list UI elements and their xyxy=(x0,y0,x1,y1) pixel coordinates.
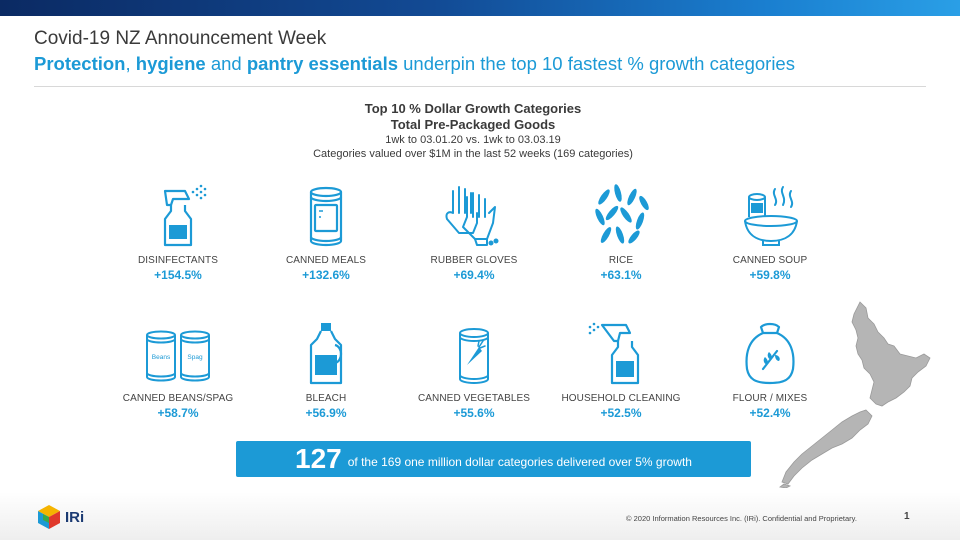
new-zealand-map-icon xyxy=(779,301,931,488)
copyright-text: © 2020 Information Resources Inc. (IRi).… xyxy=(626,514,857,523)
subtitle-rest: underpin the top 10 fastest % growth cat… xyxy=(398,53,795,74)
iri-logo-text: IRi xyxy=(65,508,85,526)
category-value: +55.6% xyxy=(453,406,495,420)
flour-sack-icon xyxy=(745,322,795,385)
category-label: CANNED SOUP xyxy=(732,255,808,266)
category-label: CANNED MEALS xyxy=(285,255,367,266)
chart-heading-line3: 1wk to 03.01.20 vs. 1wk to 03.03.19 xyxy=(385,134,561,146)
cleaning-spray-icon xyxy=(588,322,640,385)
category-canned-meals: CANNED MEALS +132.6% xyxy=(251,183,401,282)
footer-background xyxy=(0,492,960,540)
category-label: FLOUR / MIXES xyxy=(732,393,808,404)
category-value: +63.1% xyxy=(600,268,642,282)
category-canned-beans-spag: Beans Spag CANNED BEANS/SPAG +58.7% xyxy=(103,321,253,420)
category-disinfectants: DISINFECTANTS +154.5% xyxy=(103,183,253,282)
summary-banner: 127 of the 169 one million dollar catego… xyxy=(236,441,751,477)
category-label: RICE xyxy=(608,255,634,266)
category-label: CANNED VEGETABLES xyxy=(417,393,531,404)
subtitle-word-pantry: pantry essentials xyxy=(246,53,398,74)
chart-heading-line4: Categories valued over $1M in the last 5… xyxy=(313,148,633,160)
page-subtitle: Protection, hygiene and pantry essential… xyxy=(34,53,795,75)
vegetable-can-icon xyxy=(459,328,489,384)
category-canned-vegetables: CANNED VEGETABLES +55.6% xyxy=(399,321,549,420)
spray-bottle-icon xyxy=(163,184,207,247)
category-value: +56.9% xyxy=(305,406,347,420)
beans-can-label: Beans xyxy=(152,354,171,361)
beans-cans-icon: Beans Spag xyxy=(146,330,210,382)
chart-heading-line2: Total Pre-Packaged Goods xyxy=(390,117,556,132)
header-divider xyxy=(34,86,926,87)
chart-heading: Top 10 % Dollar Growth Categories Total … xyxy=(0,101,946,161)
category-label: DISINFECTANTS xyxy=(137,255,218,266)
gloves-icon xyxy=(445,186,499,246)
subtitle-word-protection: Protection xyxy=(34,53,126,74)
iri-logo-icon xyxy=(38,505,60,529)
summary-count: 127 xyxy=(295,443,342,474)
subtitle-sep-1: , xyxy=(125,53,136,74)
category-rice: RICE +63.1% xyxy=(546,183,696,282)
category-label: RUBBER GLOVES xyxy=(430,255,518,266)
category-value: +52.5% xyxy=(600,406,642,420)
category-value: +59.8% xyxy=(749,268,791,282)
category-value: +132.6% xyxy=(302,268,350,282)
subtitle-word-hygiene: hygiene xyxy=(135,53,206,74)
category-label: CANNED BEANS/SPAG xyxy=(122,393,234,404)
category-rubber-gloves: RUBBER GLOVES +69.4% xyxy=(399,183,549,282)
page-number: 1 xyxy=(904,511,910,522)
can-icon xyxy=(309,186,343,247)
category-label: HOUSEHOLD CLEANING xyxy=(561,393,681,404)
bleach-bottle-icon xyxy=(309,323,343,385)
category-value: +154.5% xyxy=(154,268,202,282)
category-value: +69.4% xyxy=(453,268,495,282)
soup-bowl-icon xyxy=(744,186,798,246)
category-value: +52.4% xyxy=(749,406,791,420)
category-household-cleaning: HOUSEHOLD CLEANING +52.5% xyxy=(546,321,696,420)
top-gradient-bar xyxy=(0,0,960,16)
category-flour-mixes: FLOUR / MIXES +52.4% xyxy=(695,321,845,420)
category-bleach: BLEACH +56.9% xyxy=(251,321,401,420)
summary-text: of the 169 one million dollar categories… xyxy=(347,455,692,469)
category-canned-soup: CANNED SOUP +59.8% xyxy=(695,183,845,282)
category-label: BLEACH xyxy=(305,393,347,404)
iri-logo: IRi xyxy=(37,504,84,530)
chart-heading-line1: Top 10 % Dollar Growth Categories xyxy=(364,101,582,116)
rice-icon xyxy=(595,184,649,244)
subtitle-sep-2: and xyxy=(205,53,247,74)
spag-can-label: Spag xyxy=(187,354,203,361)
page-title: Covid-19 NZ Announcement Week xyxy=(34,28,327,49)
category-value: +58.7% xyxy=(157,406,199,420)
